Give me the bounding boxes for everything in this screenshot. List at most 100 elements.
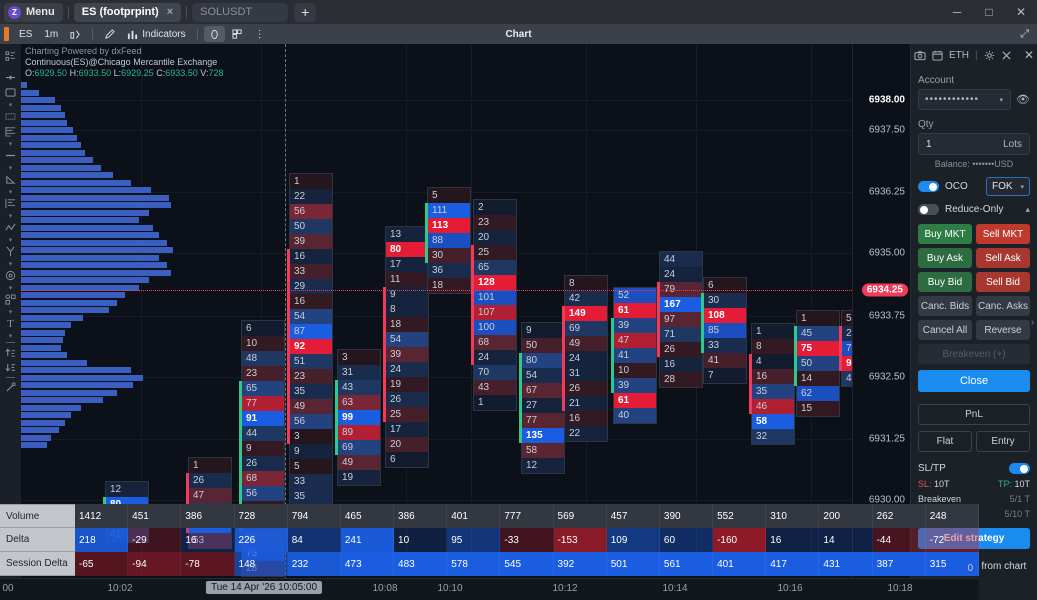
levels-icon[interactable] <box>1 196 20 211</box>
stats-cell: 232 <box>287 552 341 576</box>
settings-icon[interactable] <box>984 50 995 61</box>
layout-icon[interactable] <box>227 26 248 42</box>
panel-expand-button[interactable]: ⤢ <box>1020 28 1033 41</box>
entry-button[interactable]: Entry <box>976 431 1030 452</box>
chevron-down-icon[interactable]: ▾ <box>8 308 13 316</box>
footprint-cell: 65 <box>242 381 284 396</box>
footprint-column[interactable]: 6 30 108 85 33 41 7 <box>701 277 747 384</box>
pencil-icon[interactable] <box>99 26 120 42</box>
chevron-down-icon[interactable]: ▾ <box>8 236 13 244</box>
footprint-cell: 135 <box>522 428 564 443</box>
footprint-column[interactable]: 52 61 39 47 41 10 39 61 40 <box>611 287 657 424</box>
reverse-button[interactable]: Reverse <box>976 320 1030 340</box>
oco-toggle[interactable] <box>918 181 939 192</box>
volume-profile-bar <box>21 269 171 276</box>
sltp-toggle[interactable] <box>1009 463 1030 474</box>
footprint-column[interactable]: 1 45 75 50 14 62 15 <box>794 310 840 417</box>
close-icon[interactable]: × <box>166 6 174 18</box>
target-icon[interactable] <box>1 268 20 283</box>
sell-mkt-button[interactable]: Sell MKT <box>976 224 1030 244</box>
tab-label: ES (footprpint) <box>81 6 159 18</box>
cancel-all-button[interactable]: Cancel All <box>918 320 972 340</box>
interval-selector[interactable]: 1m <box>44 28 59 40</box>
crosshair-icon[interactable] <box>1 70 20 85</box>
volume-profile-bar <box>21 232 159 238</box>
menu-button[interactable]: Z Menu <box>4 2 63 22</box>
footprint-column[interactable]: 9 50 80 54 67 27 77 135 58 12 <box>519 322 565 474</box>
long-position-icon[interactable] <box>1 345 20 360</box>
chevron-down-icon[interactable]: ▾ <box>8 188 13 196</box>
triangle-icon[interactable] <box>1 172 20 187</box>
alert-icon[interactable] <box>203 26 225 42</box>
stats-cell: 545 <box>500 552 554 576</box>
expand-icon[interactable] <box>1001 50 1012 61</box>
footprint-column[interactable]: 1 8 4 16 35 46 58 32 <box>749 323 795 445</box>
minimize-icon[interactable]: ─ <box>952 5 962 19</box>
more-icon[interactable]: ⋮ <box>254 28 265 40</box>
pnl-button[interactable]: PnL <box>918 404 1030 425</box>
divider <box>92 28 94 40</box>
chevron-up-icon[interactable]: ▴ <box>1025 204 1030 214</box>
footprint-column[interactable]: 44 24 79 167 97 71 26 16 28 <box>657 251 703 388</box>
tab-solusdt[interactable]: SOLUSDT <box>192 2 289 22</box>
indicators-button[interactable]: Indicators <box>122 26 190 42</box>
sell-ask-button[interactable]: Sell Ask <box>976 248 1030 268</box>
cancel-bids-button[interactable]: Canc. Bids <box>918 296 972 316</box>
measure-icon[interactable] <box>1 380 20 395</box>
elliott-icon[interactable] <box>1 220 20 235</box>
edit-strategy-button[interactable]: Edit strategy <box>918 528 1030 549</box>
trendline-icon[interactable] <box>1 148 20 163</box>
sell-bid-button[interactable]: Sell Bid <box>976 272 1030 292</box>
close-icon[interactable]: ✕ <box>1023 48 1034 62</box>
tab-es-footprint[interactable]: ES (footprpint) × <box>73 2 182 22</box>
footprint-column[interactable]: 8 42 149 69 49 24 31 26 21 16 22 <box>562 275 608 442</box>
price-tick: 6937.50 <box>868 124 905 136</box>
buy-ask-button[interactable]: Buy Ask <box>918 248 972 268</box>
collapse-panel-icon[interactable]: › <box>1030 316 1035 328</box>
account-label: Account <box>918 75 955 86</box>
chevron-down-icon[interactable]: ▾ <box>8 164 13 172</box>
reduce-only-toggle[interactable] <box>918 204 939 215</box>
chart-type-icon[interactable] <box>65 26 86 42</box>
time-axis[interactable]: 0010:0210:0410:0810:1010:1210:1410:1610:… <box>0 563 979 600</box>
fib-icon[interactable] <box>1 124 20 139</box>
chevron-down-icon[interactable]: ▾ <box>8 260 13 268</box>
flat-button[interactable]: Flat <box>918 431 972 452</box>
close-window-icon[interactable]: ✕ <box>1015 5 1027 19</box>
chevron-down-icon[interactable]: ▾ <box>8 101 13 109</box>
footprint-column[interactable]: 529749248 <box>839 310 852 387</box>
cancel-asks-button[interactable]: Canc. Asks <box>976 296 1030 316</box>
chain-label[interactable]: ETH <box>949 49 969 61</box>
chevron-down-icon[interactable]: ▾ <box>8 284 13 292</box>
tif-select[interactable]: FOK ▾ <box>986 177 1030 196</box>
text-icon[interactable]: T <box>7 317 14 330</box>
chevron-down-icon[interactable]: ▾ <box>8 140 13 148</box>
maximize-icon[interactable]: □ <box>985 5 993 19</box>
footprint-cell: 92 <box>290 339 332 354</box>
close-position-button[interactable]: Close <box>918 370 1030 392</box>
stats-toggle-icon[interactable] <box>0 44 21 68</box>
symbol-selector[interactable]: ES <box>19 28 33 40</box>
footprint-cell: 30 <box>428 248 470 263</box>
buy-bid-button[interactable]: Buy Bid <box>918 272 972 292</box>
chevron-down-icon[interactable]: ▾ <box>8 332 13 340</box>
cursor-line[interactable] <box>285 44 286 600</box>
text-block-icon[interactable] <box>1 109 20 124</box>
footprint-column[interactable]: 1 22 56 50 39 16 33 29 16 54 87 92 51 23 35 49 56 3 9 5 33 35 <box>287 173 333 505</box>
shapes-icon[interactable] <box>1 292 20 307</box>
rectangle-icon[interactable] <box>1 85 20 100</box>
footprint-column[interactable]: 3 31 43 63 99 89 69 49 19 <box>335 349 381 486</box>
footprint-column[interactable]: 2 23 20 25 65 128 101 107 100 68 24 70 43 1 <box>471 199 517 411</box>
camera-icon[interactable] <box>914 50 926 61</box>
buy-mkt-button[interactable]: Buy MKT <box>918 224 972 244</box>
qty-input[interactable]: 1 Lots <box>918 133 1030 155</box>
add-tab-button[interactable]: + <box>294 2 317 22</box>
footprint-column[interactable]: 5 111 113 88 30 36 18 <box>425 187 471 294</box>
chevron-down-icon[interactable]: ▾ <box>8 212 13 220</box>
account-select[interactable]: •••••••••••• ▾ <box>918 89 1012 110</box>
short-position-icon[interactable] <box>1 360 20 375</box>
eye-icon[interactable]: 👁 <box>1016 94 1030 106</box>
footprint-column[interactable]: 13 80 17 11 9 8 18 54 39 24 19 26 25 17 20 6 <box>383 226 429 468</box>
calendar-icon[interactable] <box>932 50 943 61</box>
fork-icon[interactable] <box>1 244 20 259</box>
